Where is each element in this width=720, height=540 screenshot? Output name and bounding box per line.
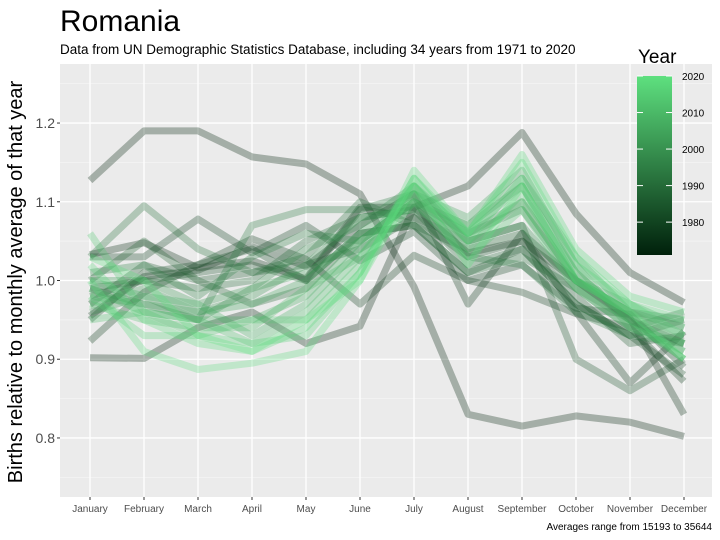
legend-tick-label: 1980 [682, 218, 705, 229]
series-line-1976 [87, 190, 687, 387]
series-line-2019 [87, 158, 685, 373]
series-line-1994 [89, 190, 685, 347]
series-line-1986 [87, 214, 685, 347]
series-line-1984 [89, 206, 686, 395]
y-axis-label: Births relative to monthly average of th… [5, 80, 27, 483]
x-tick-label: September [498, 504, 548, 515]
series-line-1996 [89, 198, 685, 324]
series-lines [87, 127, 688, 440]
legend-ticks: 1980 1990 2000 2010 2020 [637, 72, 705, 229]
series-line-1988 [87, 221, 686, 347]
series-line-2000 [89, 198, 685, 332]
series-line-2002 [90, 182, 687, 363]
series-line-1974 [89, 203, 688, 417]
series-line-1982 [87, 221, 687, 378]
series-line-1980 [90, 215, 687, 370]
series-line-2006 [88, 174, 686, 339]
series-line-2004 [89, 166, 685, 347]
major-gridlines [60, 64, 712, 497]
legend-color-bar [637, 76, 672, 255]
series-line-2018 [87, 151, 685, 355]
color-legend: Year 1980 1990 2000 2010 2020 [637, 47, 705, 255]
y-tick-label: 0.9 [36, 351, 56, 367]
series-line-1972 [89, 129, 686, 362]
series-line-2012 [89, 182, 687, 363]
series-line-1978 [87, 235, 687, 384]
x-tick-label: July [405, 504, 423, 515]
series-line-2020 [88, 182, 687, 362]
x-tick-label: February [124, 504, 164, 515]
x-tick-label: October [558, 504, 594, 515]
minor-gridlines [60, 83, 712, 478]
x-tick-label: March [184, 504, 212, 515]
series-line-2010 [89, 190, 686, 347]
series-line-1971 [87, 127, 685, 440]
legend-tick-label: 1990 [682, 182, 705, 193]
legend-title: Year [638, 47, 677, 68]
y-tick-label: 1.0 [36, 273, 56, 289]
y-axis-ticks: 0.8 0.9 1.0 1.1 1.2 [36, 115, 60, 446]
y-tick-label: 0.8 [36, 430, 56, 446]
series-line-2008 [89, 182, 686, 340]
x-axis-ticks: January February March April May June July Augu… [72, 497, 708, 515]
chart-caption: Averages range from 15193 to 35644 [547, 522, 713, 533]
y-tick-label: 1.1 [36, 194, 56, 210]
x-tick-label: November [607, 504, 654, 515]
x-tick-label: May [297, 504, 316, 515]
series-line-1990 [89, 206, 685, 340]
series-line-2014 [87, 198, 686, 355]
chart-title: Romania [60, 5, 180, 38]
x-tick-label: June [349, 504, 371, 515]
x-tick-label: January [72, 504, 108, 515]
legend-tick-label: 2020 [682, 72, 705, 83]
series-line-1998 [89, 182, 686, 355]
legend-tick-label: 2010 [682, 109, 705, 120]
series-line-2016 [87, 174, 686, 347]
x-tick-label: August [452, 504, 483, 515]
x-tick-label: December [661, 504, 708, 515]
series-line-1992 [87, 198, 685, 332]
y-tick-label: 1.2 [36, 115, 56, 131]
legend-tick-label: 2000 [682, 145, 705, 156]
x-tick-label: April [242, 504, 262, 515]
chart-subtitle: Data from UN Demographic Statistics Data… [60, 42, 576, 57]
